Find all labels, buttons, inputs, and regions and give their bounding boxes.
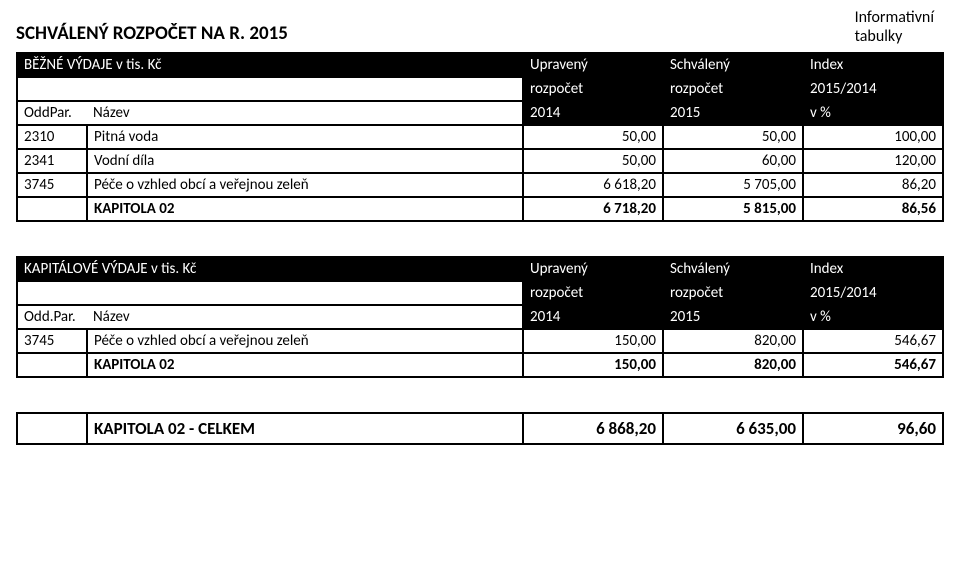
sum-val: 150,00 xyxy=(523,353,663,377)
col-header: Upravený xyxy=(523,53,663,77)
subtitle-line2: tabulky xyxy=(855,27,903,46)
table-row: OddPar. Název 2014 2015 v % xyxy=(17,101,943,125)
row-name: Péče o vzhled obcí a veřejnou zeleň xyxy=(87,329,523,353)
col-header: v % xyxy=(803,101,943,125)
sum-val: 86,56 xyxy=(803,197,943,221)
section-label: BĚŽNÉ VÝDAJE v tis. Kč xyxy=(17,53,523,77)
col-header: 2015 xyxy=(663,305,803,329)
blank xyxy=(17,413,87,444)
table-row: Odd.Par. Název 2014 2015 v % xyxy=(17,305,943,329)
oddpar-label: OddPar. xyxy=(17,101,87,125)
col-header: 2015/2014 xyxy=(803,281,943,305)
col-header: 2014 xyxy=(523,101,663,125)
row-val: 100,00 xyxy=(803,125,943,149)
col-header: v % xyxy=(803,305,943,329)
col-header: 2015/2014 xyxy=(803,77,943,101)
row-val: 546,67 xyxy=(803,329,943,353)
header-row: SCHVÁLENÝ ROZPOČET NA R. 2015 Informativ… xyxy=(16,8,944,46)
subtitle-line1: Informativní xyxy=(855,8,934,27)
row-val: 86,20 xyxy=(803,173,943,197)
table-row: 3745 Péče o vzhled obcí a veřejnou zeleň… xyxy=(17,329,943,353)
oddpar-label: Odd.Par. xyxy=(17,305,87,329)
table-row: 2310 Pitná voda 50,00 50,00 100,00 xyxy=(17,125,943,149)
page-subtitle: Informativní tabulky xyxy=(855,8,944,46)
table-row: 2341 Vodní díla 50,00 60,00 120,00 xyxy=(17,149,943,173)
row-name: Vodní díla xyxy=(87,149,523,173)
row-val: 120,00 xyxy=(803,149,943,173)
row-code: 3745 xyxy=(17,329,87,353)
sum-val: 5 815,00 xyxy=(663,197,803,221)
col-header: rozpočet xyxy=(663,281,803,305)
total-val: 6 635,00 xyxy=(663,413,803,444)
col-header: Index xyxy=(803,257,943,281)
row-val: 820,00 xyxy=(663,329,803,353)
table-sum-row: KAPITOLA 02 150,00 820,00 546,67 xyxy=(17,353,943,377)
row-val: 6 618,20 xyxy=(523,173,663,197)
row-name: Pitná voda xyxy=(87,125,523,149)
col-header: 2014 xyxy=(523,305,663,329)
blank xyxy=(17,197,87,221)
table-row: rozpočet rozpočet 2015/2014 xyxy=(17,77,943,101)
blank xyxy=(17,353,87,377)
table-capital-expenses: KAPITÁLOVÉ VÝDAJE v tis. Kč Upravený Sch… xyxy=(16,256,944,378)
col-header: Schválený xyxy=(663,53,803,77)
row-val: 50,00 xyxy=(523,125,663,149)
table-row: rozpočet rozpočet 2015/2014 xyxy=(17,281,943,305)
table-row: 3745 Péče o vzhled obcí a veřejnou zeleň… xyxy=(17,173,943,197)
table-row: KAPITÁLOVÉ VÝDAJE v tis. Kč Upravený Sch… xyxy=(17,257,943,281)
col-header: Upravený xyxy=(523,257,663,281)
row-val: 50,00 xyxy=(523,149,663,173)
table-total: KAPITOLA 02 - CELKEM 6 868,20 6 635,00 9… xyxy=(16,412,944,445)
total-row: KAPITOLA 02 - CELKEM 6 868,20 6 635,00 9… xyxy=(17,413,943,444)
nazev-label: Název xyxy=(87,101,523,125)
row-code: 2341 xyxy=(17,149,87,173)
sum-name: KAPITOLA 02 xyxy=(87,353,523,377)
sum-val: 6 718,20 xyxy=(523,197,663,221)
page-title: SCHVÁLENÝ ROZPOČET NA R. 2015 xyxy=(16,8,288,45)
col-header: rozpočet xyxy=(663,77,803,101)
col-header: 2015 xyxy=(663,101,803,125)
row-val: 60,00 xyxy=(663,149,803,173)
blank xyxy=(17,281,523,305)
table-row: BĚŽNÉ VÝDAJE v tis. Kč Upravený Schválen… xyxy=(17,53,943,77)
sum-name: KAPITOLA 02 xyxy=(87,197,523,221)
row-code: 3745 xyxy=(17,173,87,197)
row-val: 150,00 xyxy=(523,329,663,353)
page: SCHVÁLENÝ ROZPOČET NA R. 2015 Informativ… xyxy=(0,0,960,580)
section-label: KAPITÁLOVÉ VÝDAJE v tis. Kč xyxy=(17,257,523,281)
nazev-label: Název xyxy=(87,305,523,329)
table-operating-expenses: BĚŽNÉ VÝDAJE v tis. Kč Upravený Schválen… xyxy=(16,52,944,222)
total-val: 6 868,20 xyxy=(523,413,663,444)
row-name: Péče o vzhled obcí a veřejnou zeleň xyxy=(87,173,523,197)
row-code: 2310 xyxy=(17,125,87,149)
col-header: Index xyxy=(803,53,943,77)
row-val: 50,00 xyxy=(663,125,803,149)
total-name: KAPITOLA 02 - CELKEM xyxy=(87,413,523,444)
sum-val: 546,67 xyxy=(803,353,943,377)
col-header: rozpočet xyxy=(523,281,663,305)
total-val: 96,60 xyxy=(803,413,943,444)
sum-val: 820,00 xyxy=(663,353,803,377)
table-sum-row: KAPITOLA 02 6 718,20 5 815,00 86,56 xyxy=(17,197,943,221)
col-header: Schválený xyxy=(663,257,803,281)
col-header: rozpočet xyxy=(523,77,663,101)
row-val: 5 705,00 xyxy=(663,173,803,197)
blank xyxy=(17,77,523,101)
